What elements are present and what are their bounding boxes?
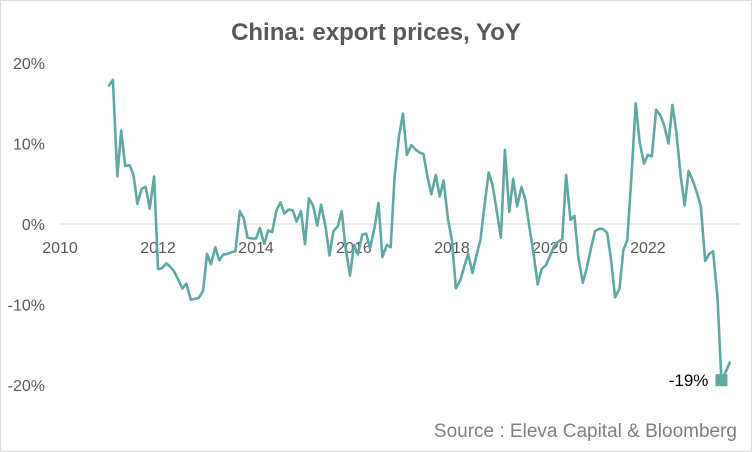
x-tick-label: 2014 (238, 240, 274, 257)
y-tick-label: 20% (13, 56, 45, 73)
series-line (107, 78, 732, 382)
y-tick-label: 0% (22, 217, 45, 234)
y-tick-label: -20% (8, 378, 45, 395)
x-tick-label: 2022 (630, 240, 666, 257)
source-note: Source : Eleva Capital & Bloomberg (433, 421, 737, 442)
end-point-label: -19% (669, 371, 709, 390)
x-tick-label: 2010 (42, 240, 78, 257)
y-tick-label: 10% (13, 137, 45, 154)
x-tick-label: 2020 (532, 240, 568, 257)
y-tick-label: -10% (8, 298, 45, 315)
chart-title: China: export prices, YoY (231, 19, 521, 46)
end-point-marker (715, 374, 728, 387)
